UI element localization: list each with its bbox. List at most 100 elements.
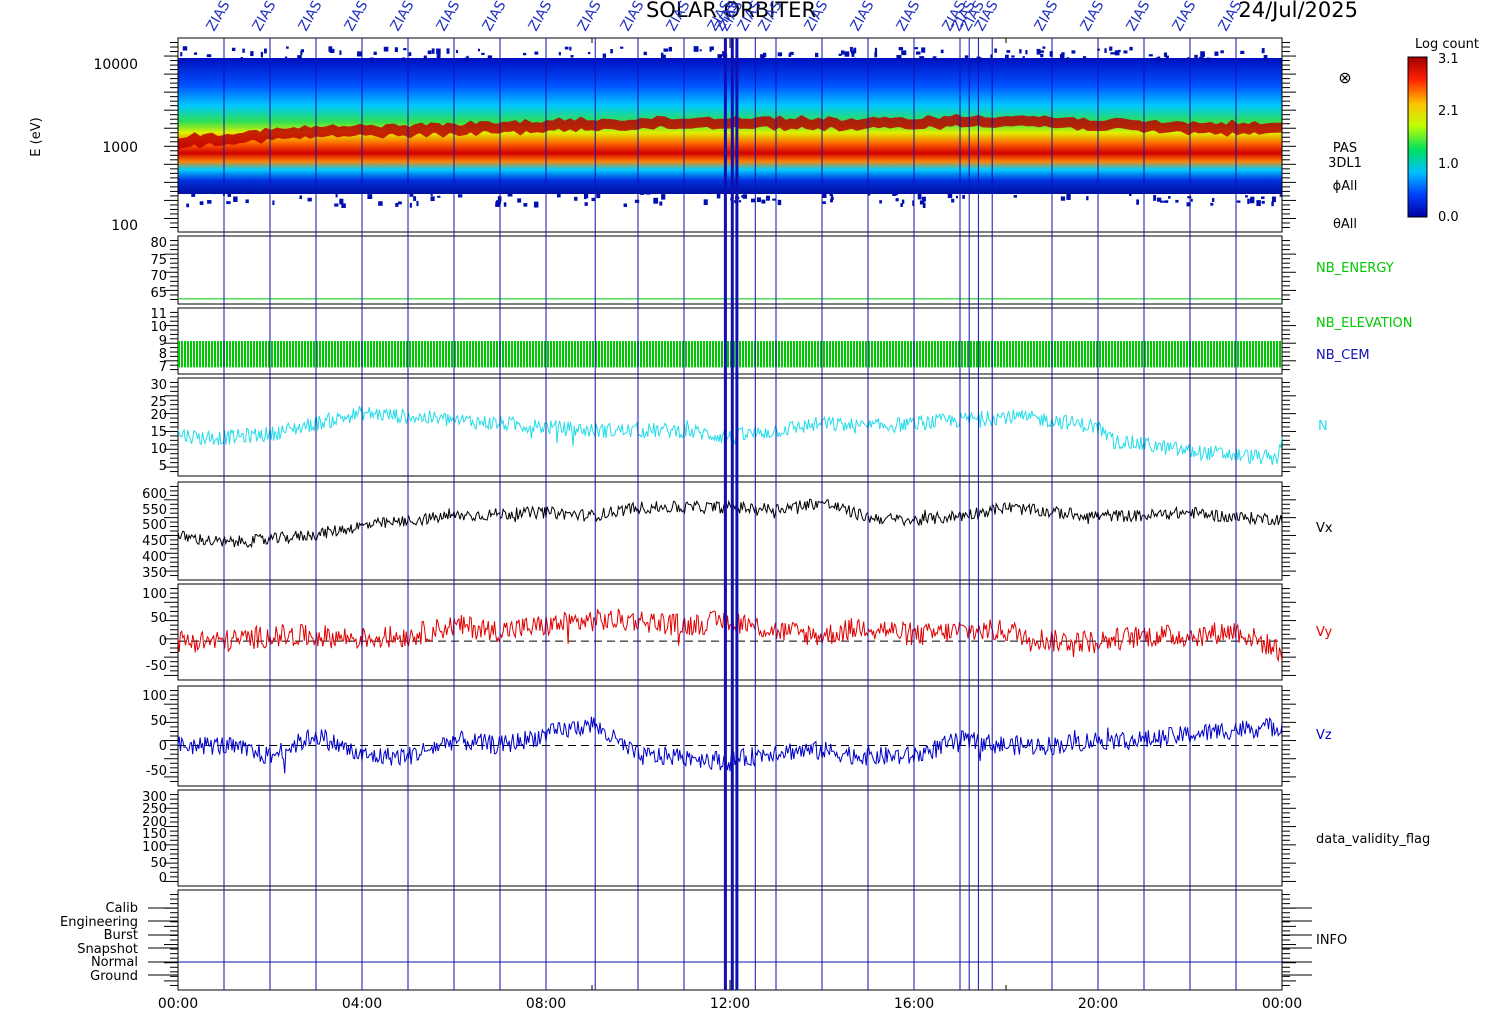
spectrogram-speckle-pixel <box>1212 190 1217 194</box>
spectrogram-speckle-pixel <box>896 54 902 61</box>
spectrogram-speckle-pixel <box>716 192 721 199</box>
spectrogram-speckle-pixel <box>1261 48 1265 54</box>
spectrogram-speckle-pixel <box>693 46 699 52</box>
spectrogram-speckle-pixel <box>464 57 470 62</box>
info-tick-label: Calib <box>105 901 138 916</box>
vy-tick-label: 0 <box>159 634 167 649</box>
spectrogram-speckle-pixel <box>1112 191 1117 194</box>
info-tick-label: Burst <box>104 928 138 943</box>
spectrogram-speckle-pixel <box>199 201 204 205</box>
spectrogram-speckle-pixel <box>1036 48 1041 55</box>
spectrogram-speckle-pixel <box>329 48 335 54</box>
vx-tick-label: 600 <box>142 487 167 502</box>
spectrogram-speckle-pixel <box>481 52 485 55</box>
vz-tick-label: -50 <box>146 764 167 779</box>
spectrogram-speckle-pixel <box>397 201 402 205</box>
spectrogram-speckle-pixel <box>1083 57 1088 61</box>
spectrogram-speckle-pixel <box>517 198 522 203</box>
event-marker-label: ZIAS <box>342 0 372 34</box>
spectrogram-tick-label: 10000 <box>93 57 138 73</box>
spectrogram-speckle-pixel <box>900 203 903 207</box>
spectrogram-speckle-pixel <box>645 191 651 195</box>
spectrogram-speckle-pixel <box>503 202 507 207</box>
nb-elevation-tick-label: 7 <box>159 360 167 375</box>
spectrogram-speckle-pixel <box>1212 197 1215 202</box>
vx-tick-label: 350 <box>142 566 167 581</box>
spectrogram-speckle-pixel <box>436 53 441 60</box>
vy-tick-label: 100 <box>142 587 167 602</box>
spectrogram-speckle-pixel <box>284 56 288 62</box>
nb-elevation-tick-label: 8 <box>159 347 167 362</box>
spectrogram-speckle-pixel <box>1187 57 1190 61</box>
spectrogram-speckle-pixel <box>874 51 878 58</box>
spectrogram-speckle-pixel <box>1019 49 1022 54</box>
panel-frames <box>164 37 1296 991</box>
spectrogram-speckle-pixel <box>1048 191 1052 194</box>
spectrogram-speckle-pixel <box>300 49 305 53</box>
spectrogram-speckle-pixel <box>341 203 346 208</box>
spectrogram-speckle-pixel <box>403 48 407 51</box>
event-marker-label: ZIAS <box>480 0 510 34</box>
spectrogram-speckle-pixel <box>868 192 871 196</box>
spectrogram-speckle-pixel <box>1042 46 1046 49</box>
spectrogram-speckle-pixel <box>898 47 904 51</box>
spectrogram-speckle-pixel <box>653 197 659 204</box>
spectrogram-speckle-pixel <box>777 199 782 206</box>
vz-panel: 100 50 0 -50 Vz <box>142 689 1332 779</box>
colorbar-title: Log count <box>1415 37 1479 52</box>
spectrogram-speckle-pixel <box>1136 199 1139 205</box>
spectrogram-speckle-pixel <box>844 51 850 57</box>
spectrogram-speckle-pixel <box>1165 55 1169 61</box>
spectrogram-speckle-pixel <box>1114 50 1120 56</box>
spectrogram-speckle-pixel <box>245 199 249 204</box>
density-tick-label: 25 <box>150 395 167 410</box>
info-tick-label: Ground <box>90 969 138 984</box>
nb-energy-side-label: NB_ENERGY <box>1316 261 1394 276</box>
vx-tick-label: 400 <box>142 550 167 565</box>
event-marker-label: ZIAS <box>204 0 234 34</box>
density-tick-label: 10 <box>150 442 167 457</box>
panel-frame-density <box>177 377 1283 477</box>
spectrogram-speckle-pixel <box>751 198 756 203</box>
spectrogram-speckle-pixel <box>699 49 702 52</box>
density-trace <box>177 406 1283 465</box>
event-marker-label: ZIAS <box>848 0 878 34</box>
spectrogram-tick-label: 100 <box>111 218 138 234</box>
spectrogram-speckle-pixel <box>919 56 925 60</box>
spectrogram-speckle-pixel <box>369 57 374 63</box>
spectrogram-speckle-pixel <box>556 192 561 198</box>
spectrogram-speckle-pixel <box>215 191 219 194</box>
spectrogram-speckle-pixel <box>612 190 618 194</box>
spectrogram-speckle-pixel <box>1199 56 1204 61</box>
vy-tick-label: -50 <box>146 659 167 674</box>
nb-elevation-tick-label: 10 <box>150 320 167 335</box>
spectrogram-speckle-pixel <box>838 53 842 56</box>
spectrogram-speckle-pixel <box>423 55 427 61</box>
info-tick-label: Snapshot <box>77 942 138 957</box>
spectrogram-speckle-pixel <box>822 192 827 198</box>
spectrogram-speckle-pixel <box>741 195 744 198</box>
spectrogram-speckle-pixel <box>1236 200 1241 203</box>
validity-side-label: data_validity_flag <box>1316 832 1430 847</box>
spectrogram-speckle-pixel <box>367 194 373 199</box>
spectrogram-speckle-pixel <box>431 48 435 54</box>
spectrogram-speckle-pixel <box>427 50 432 55</box>
validity-tick-label: 300 <box>142 790 167 805</box>
spectrogram-speckle-pixel <box>1013 195 1018 198</box>
spectrogram-speckle-pixel <box>1240 50 1245 55</box>
spectrogram-speckle-pixel <box>1155 57 1159 62</box>
plot-title: SOLAR ORBITER <box>646 0 816 22</box>
spectrogram-speckle-pixel <box>1157 56 1161 63</box>
spectrogram-speckle-pixel <box>815 52 819 58</box>
spectrogram-speckle-pixel <box>213 191 216 195</box>
spectrogram-speckle-pixel <box>1011 55 1015 58</box>
spectrogram-panel: E (eV) 10000 1000 100 PAS 3DL1 ϕAll θAll… <box>29 46 1362 234</box>
spectrogram-speckle-pixel <box>610 49 613 54</box>
spectrogram-speckle-pixel <box>761 199 766 204</box>
spectrogram-speckle-pixel <box>507 192 513 197</box>
spectrogram-speckle-pixel <box>1110 52 1116 55</box>
spectrogram-speckle-pixel <box>777 52 783 57</box>
spectrogram-speckle-pixel <box>570 55 574 58</box>
vz-tick-label: 100 <box>142 689 167 704</box>
spectrogram-speckle-pixel <box>1086 196 1089 201</box>
